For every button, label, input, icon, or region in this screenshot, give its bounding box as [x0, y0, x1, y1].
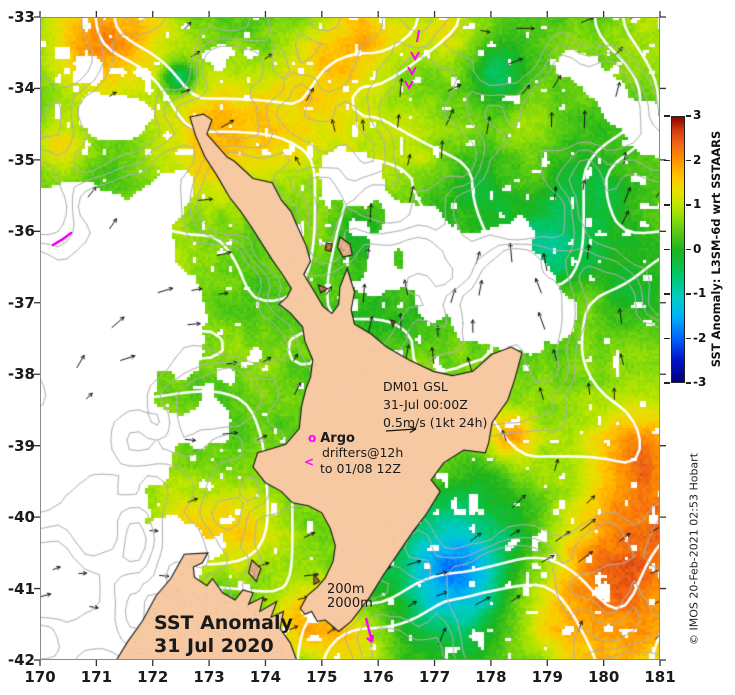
y-tick-label: -38 — [7, 365, 35, 384]
x-tick-label: 175 — [306, 668, 338, 686]
colorbar-tick — [686, 115, 691, 117]
x-tick-label: 177 — [418, 668, 451, 686]
colorbar-tick — [664, 159, 670, 162]
depth-2000m-label: 2000m — [327, 596, 373, 611]
colorbar-tick — [664, 204, 670, 206]
argo-line2: drifters@12h — [322, 445, 404, 460]
colorbar-tick-label: -3 — [693, 375, 707, 389]
gsl-line2: 31-Jul 00:00Z — [383, 397, 468, 412]
x-tick-label: 173 — [193, 668, 225, 686]
x-tick-label: 179 — [531, 668, 563, 686]
map-title: SST Anomaly 31 Jul 2020 — [154, 612, 293, 658]
x-tick-label: 181 — [644, 668, 676, 686]
x-tick-label: 176 — [362, 668, 394, 686]
map-title-line2: 31 Jul 2020 — [154, 635, 274, 657]
x-tick-label: 180 — [587, 668, 620, 686]
argo-drifter-marker-icon: o — [308, 431, 317, 445]
x-tick-label: 171 — [80, 668, 113, 686]
y-tick-label: -42 — [7, 651, 35, 669]
colorbar-tick-label: 1 — [693, 197, 702, 211]
gsl-line3: 0.5m/s (1kt 24h) — [383, 415, 488, 430]
y-tick-label: -34 — [7, 79, 35, 98]
x-tick-label: 172 — [137, 668, 169, 686]
x-tick-label: 178 — [475, 668, 507, 686]
colorbar-tick — [664, 337, 670, 340]
y-tick-label: -36 — [7, 222, 35, 241]
x-tick-label: 174 — [249, 668, 282, 686]
argo-label: Argo — [320, 431, 355, 446]
gsl-line1: DM01 GSL — [383, 379, 448, 394]
colorbar — [671, 116, 685, 383]
colorbar-tick-label: -1 — [693, 286, 707, 300]
colorbar-tick — [686, 337, 691, 340]
y-tick-label: -33 — [7, 8, 35, 26]
colorbar-tick-label: 0 — [693, 241, 702, 256]
colorbar-tick — [664, 293, 670, 295]
x-tick-label: 170 — [24, 668, 56, 686]
colorbar-tick-label: 3 — [693, 108, 702, 122]
colorbar-tick-label: -2 — [693, 330, 707, 345]
y-tick-label: -37 — [7, 293, 35, 312]
y-tick-label: -39 — [7, 436, 35, 455]
argo-line3: to 01/08 12Z — [320, 461, 401, 476]
map-canvas — [40, 17, 660, 660]
colorbar-tick-label: 2 — [693, 152, 702, 167]
argo-annotation: o Argo — [308, 430, 355, 446]
colorbar-tick — [664, 382, 670, 384]
colorbar-tick — [664, 248, 670, 251]
colorbar-tick — [686, 248, 691, 251]
colorbar-tick — [664, 115, 670, 117]
drifter-pointer-icon: < — [304, 455, 315, 469]
credit-text: © IMOS 20-Feb-2021 02:53 Hobart — [687, 452, 701, 646]
colorbar-tick — [686, 204, 691, 206]
y-tick-label: -41 — [7, 579, 35, 598]
colorbar-tick — [686, 382, 691, 384]
colorbar-tick — [686, 159, 691, 162]
colorbar-title: SST Anomaly: L3SM-6d wrt SSTAARS — [709, 130, 723, 368]
depth-contour-labels: 200m 2000m — [327, 583, 373, 611]
gsl-annotation: DM01 GSL 31-Jul 00:00Z 0.5m/s (1kt 24h) — [383, 378, 487, 432]
y-tick-label: -35 — [7, 150, 35, 169]
depth-200m-label: 200m — [327, 582, 365, 597]
y-tick-label: -40 — [7, 508, 35, 527]
map-title-line1: SST Anomaly — [154, 612, 293, 634]
colorbar-tick — [686, 293, 691, 295]
